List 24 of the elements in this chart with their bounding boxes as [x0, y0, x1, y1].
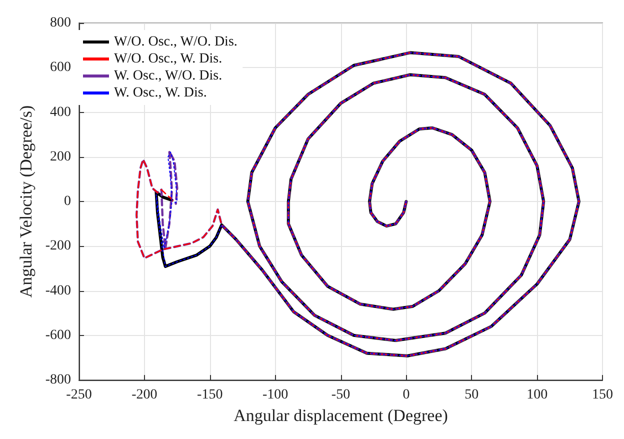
x-tick-label: -250 — [66, 388, 92, 402]
x-tick-label: -100 — [262, 388, 288, 402]
x-axis-title: Angular displacement (Degree) — [234, 406, 448, 425]
legend-label: W. Osc., W. Dis. — [114, 86, 207, 100]
y-tick-label: 400 — [50, 104, 71, 120]
x-tick-label: -200 — [132, 388, 158, 402]
y-tick-label: -200 — [45, 238, 71, 254]
legend-label: W/O. Osc., W/O. Dis. — [114, 34, 238, 50]
x-tick-label: -150 — [197, 388, 223, 402]
y-axis-title: Angular Velocity (Degree/s) — [16, 105, 36, 298]
legend-label: W. Osc., W/O. Dis. — [114, 68, 222, 84]
y-tick-label: 200 — [50, 149, 71, 164]
y-tick-label: 0 — [64, 194, 71, 209]
legend-label: W/O. Osc., W. Dis. — [114, 52, 222, 66]
x-tick-label: 100 — [526, 388, 548, 402]
y-tick-label: -400 — [45, 283, 71, 298]
x-tick-label: -50 — [331, 388, 350, 402]
y-tick-label: -600 — [45, 328, 71, 343]
x-tick-label: 50 — [464, 388, 479, 402]
y-tick-label: 800 — [50, 16, 71, 30]
x-tick-label: 150 — [592, 388, 613, 402]
y-tick-label: -800 — [45, 372, 71, 388]
y-tick-label: 600 — [50, 60, 71, 76]
x-tick-label: 0 — [402, 388, 410, 402]
